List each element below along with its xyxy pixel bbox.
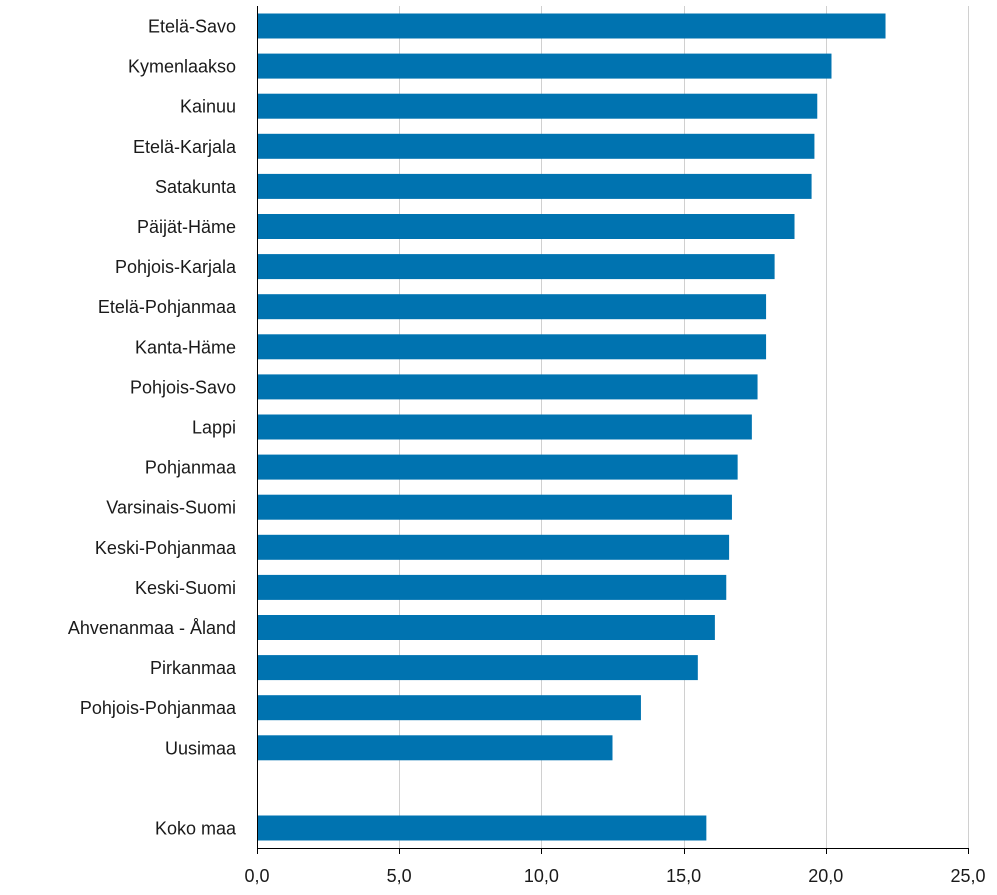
bar (258, 173, 812, 199)
bar (258, 53, 832, 79)
category-label: Varsinais-Suomi (106, 498, 236, 518)
bars-layer (258, 13, 886, 841)
category-label: Pohjois-Karjala (115, 257, 237, 277)
category-label: Etelä-Pohjanmaa (98, 297, 237, 317)
bar (258, 93, 818, 119)
bar (258, 815, 707, 841)
category-label: Päijät-Häme (137, 217, 236, 237)
bar (258, 454, 738, 480)
bar (258, 735, 613, 761)
category-label: Keski-Suomi (135, 578, 236, 598)
x-tick-label: 15,0 (666, 866, 701, 886)
x-tick-label: 10,0 (524, 866, 559, 886)
bar (258, 214, 795, 239)
category-label: Pohjois-Pohjanmaa (80, 698, 237, 718)
category-label: Pirkanmaa (150, 658, 237, 678)
x-tick-label: 25,0 (950, 866, 985, 886)
x-tick-label: 5,0 (387, 866, 412, 886)
bar (258, 294, 767, 320)
bar (258, 334, 767, 360)
category-label: Etelä-Savo (148, 17, 236, 37)
bar (258, 615, 715, 640)
bar (258, 655, 698, 681)
bar (258, 374, 758, 400)
bar (258, 695, 641, 721)
bar (258, 574, 727, 600)
axis-layer (257, 6, 969, 854)
x-tick-label: 20,0 (808, 866, 843, 886)
category-label: Pohjanmaa (145, 458, 237, 478)
x-tick-label: 0,0 (244, 866, 269, 886)
category-label: Lappi (192, 418, 236, 438)
category-label: Pohjois-Savo (130, 377, 236, 397)
category-label: Kanta-Häme (135, 337, 236, 357)
bar (258, 133, 815, 159)
category-label: Kainuu (180, 97, 236, 117)
bar (258, 13, 886, 39)
category-label: Uusimaa (165, 738, 237, 758)
bar (258, 494, 732, 520)
category-label: Kymenlaakso (128, 57, 236, 77)
category-label: Satakunta (155, 177, 237, 197)
bar (258, 414, 752, 440)
labels-layer: 0,0 5,0 10,0 15,0 20,0 25,0 Etelä-Savo Kymenlaa… (68, 17, 986, 887)
bar (258, 534, 730, 560)
category-label: Keski-Pohjanmaa (95, 538, 237, 558)
category-label: Ahvenanmaa - Åland (68, 618, 236, 638)
category-label: Etelä-Karjala (133, 137, 237, 157)
category-label: Koko maa (155, 819, 237, 839)
bar (258, 254, 775, 280)
